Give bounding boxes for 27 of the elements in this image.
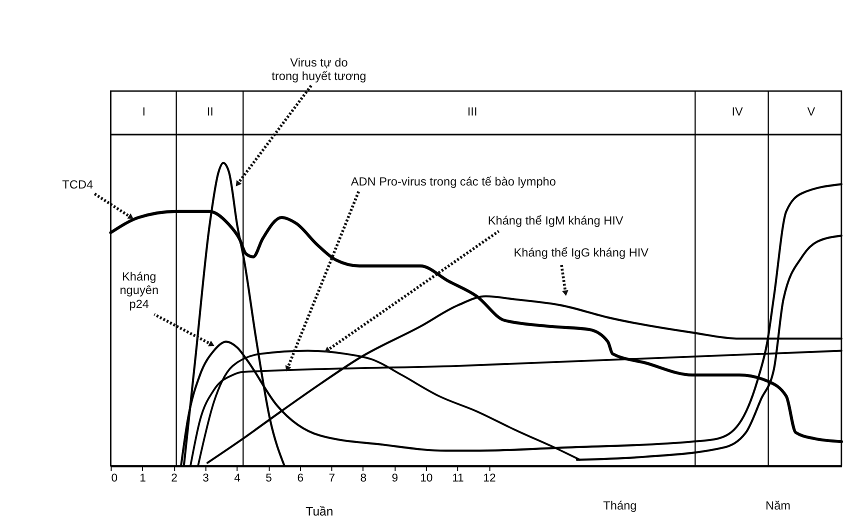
x-tick-label: 1	[140, 472, 146, 484]
x-tick-label: 3	[202, 472, 209, 484]
x-tick-label: 7	[328, 472, 336, 484]
annotation: Kháng thể IgM kháng HIV	[488, 213, 624, 228]
x-tick-label: 5	[266, 472, 272, 484]
x-tick-label: 2	[171, 472, 178, 484]
x-tick-label: 11	[452, 472, 464, 484]
text: V	[807, 104, 816, 119]
annotation: ADN Pro-virus trong các tế bào lympho	[350, 174, 556, 189]
text: II	[206, 104, 214, 119]
text: Năm	[766, 498, 791, 512]
text: III	[467, 104, 478, 119]
x-tick-label: 4	[234, 472, 240, 484]
x-axis-title: Tuần	[306, 504, 334, 519]
x-tick-label: 12	[483, 472, 496, 484]
x-tick-label: 6	[297, 472, 304, 484]
x-tick-label: 9	[392, 472, 398, 484]
annotation: Kháng nguyên p24	[120, 269, 159, 311]
x-tick-label: 8	[360, 472, 367, 484]
x-tick-label: 10	[420, 472, 433, 484]
x-tick-label: 0	[111, 472, 118, 484]
text: IV	[732, 104, 744, 119]
annotation: Virus tự do trong huyết tương	[272, 55, 366, 84]
annotation: Kháng thể IgG kháng HIV	[514, 246, 649, 260]
annotation: TCD4	[62, 178, 94, 192]
text: I	[142, 104, 146, 119]
text: Tháng	[603, 498, 637, 512]
